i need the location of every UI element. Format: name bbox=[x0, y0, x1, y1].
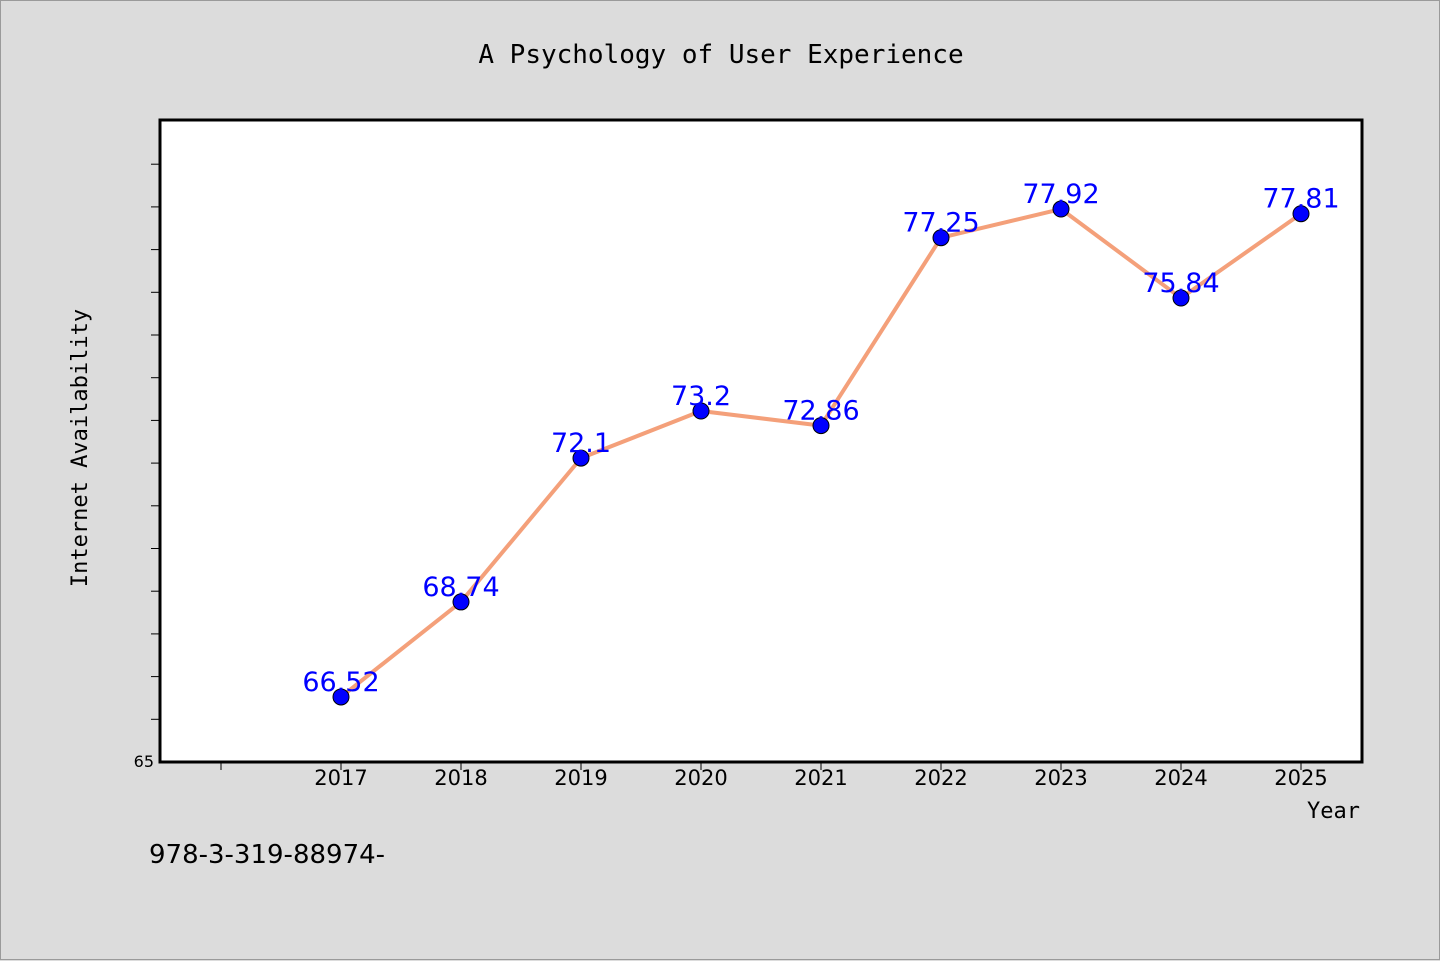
data-point bbox=[932, 229, 950, 247]
x-tick-label: 2021 bbox=[794, 766, 847, 790]
data-point bbox=[812, 417, 830, 435]
x-tick-label: 2019 bbox=[554, 766, 607, 790]
data-label: 68.74 bbox=[422, 572, 499, 603]
y-axis-ticks bbox=[151, 163, 160, 720]
x-tick-label: 2018 bbox=[434, 766, 487, 790]
x-tick-label: 2022 bbox=[914, 766, 967, 790]
plot-area bbox=[158, 118, 1364, 764]
data-label: 66.52 bbox=[302, 667, 379, 698]
x-tick-label: 2020 bbox=[674, 766, 727, 790]
x-axis-label: Year bbox=[1307, 799, 1360, 824]
series-markers bbox=[332, 200, 1310, 706]
data-label: 73.2 bbox=[671, 381, 731, 412]
x-tick-label: 2025 bbox=[1274, 766, 1327, 790]
y-axis-label: Internet Availability bbox=[68, 309, 93, 587]
data-label: 77.81 bbox=[1262, 184, 1339, 215]
chart-title: A Psychology of User Experience bbox=[478, 40, 963, 70]
data-labels: 66.52 68.74 72.1 73.2 72.86 77.25 77.92 75.84 77… bbox=[302, 179, 1339, 698]
data-point bbox=[1292, 205, 1310, 223]
x-tick-label: 2017 bbox=[314, 766, 367, 790]
y-tick-label: 65 bbox=[134, 752, 154, 771]
data-point bbox=[452, 593, 470, 611]
data-label: 72.1 bbox=[551, 428, 611, 459]
data-point bbox=[1172, 289, 1190, 307]
footnote: 978-3-319-88974- bbox=[149, 840, 385, 870]
data-label: 77.25 bbox=[902, 208, 979, 239]
x-tick-label: 2024 bbox=[1154, 766, 1207, 790]
data-label: 72.86 bbox=[782, 396, 859, 427]
data-point bbox=[572, 449, 590, 467]
data-label: 75.84 bbox=[1142, 268, 1219, 299]
data-point bbox=[1052, 200, 1070, 218]
data-label: 77.92 bbox=[1022, 179, 1099, 210]
x-axis-ticks: 2017 2018 2019 2020 2021 2022 2023 2024 2025 bbox=[220, 762, 1328, 790]
data-point bbox=[692, 402, 710, 420]
x-tick-label: 2023 bbox=[1034, 766, 1087, 790]
data-point bbox=[332, 688, 350, 706]
